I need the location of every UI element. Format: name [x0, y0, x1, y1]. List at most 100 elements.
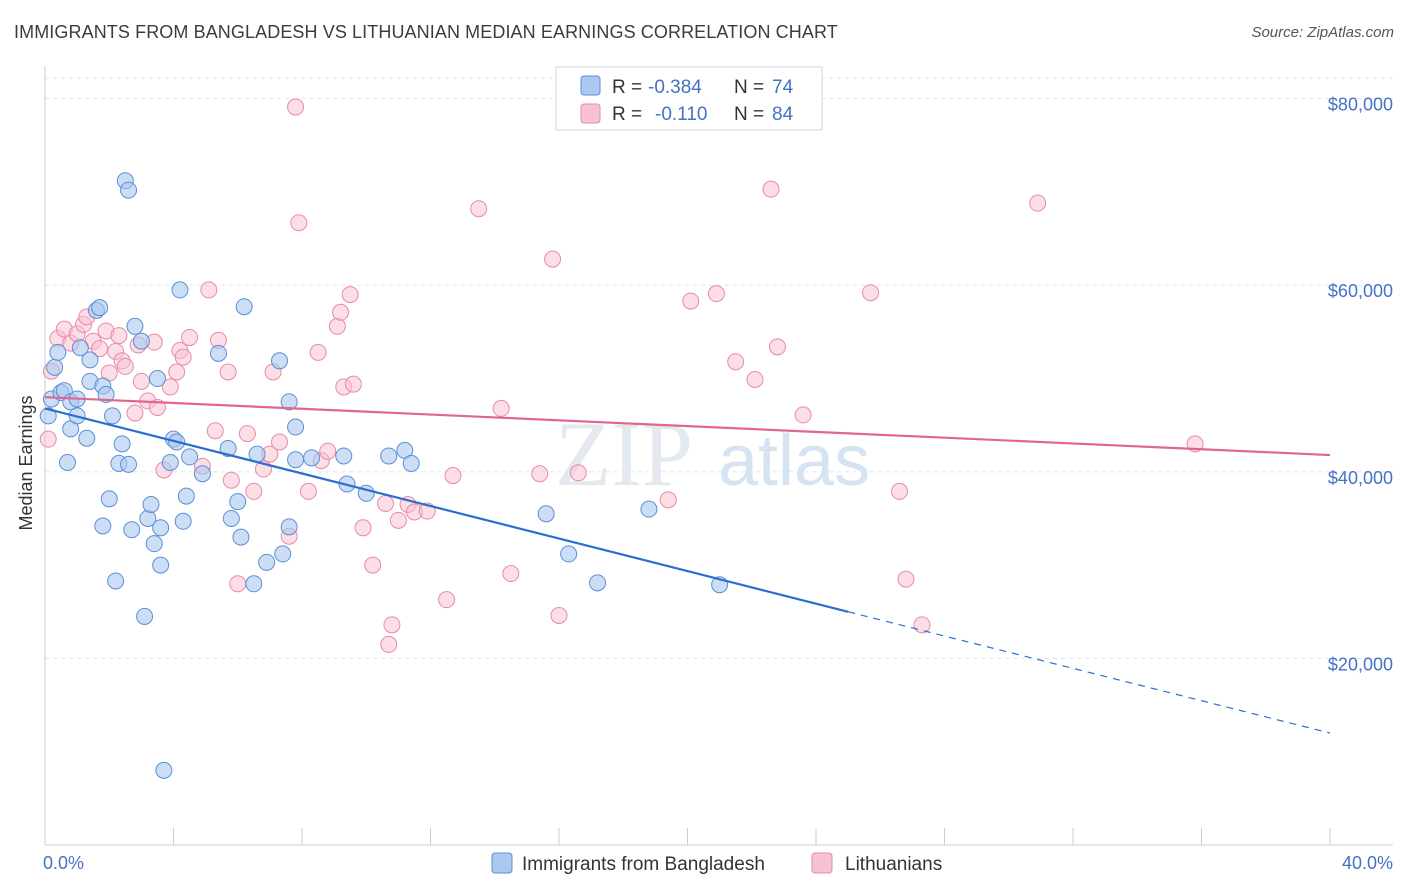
point-lithuanians [332, 303, 350, 321]
point-bangladesh [148, 370, 166, 388]
point-bangladesh [209, 344, 227, 362]
point-lithuanians [531, 465, 549, 483]
point-lithuanians [569, 464, 587, 482]
source-label: Source: ZipAtlas.com [1251, 24, 1394, 41]
trend-bangladesh [44, 407, 849, 613]
chart-title: IMMIGRANTS FROM BANGLADESH VS LITHUANIAN… [14, 22, 838, 42]
point-lithuanians [206, 422, 224, 440]
legend-r-label: R = [612, 77, 642, 98]
point-lithuanians [377, 495, 395, 513]
point-lithuanians [328, 317, 346, 335]
point-bangladesh [640, 500, 658, 518]
point-bangladesh [78, 429, 96, 447]
point-lithuanians [181, 328, 199, 346]
point-lithuanians [707, 285, 725, 303]
point-bangladesh [560, 545, 578, 563]
point-lithuanians [229, 575, 247, 593]
point-lithuanians [110, 327, 128, 345]
point-bangladesh [46, 358, 64, 376]
point-bangladesh [161, 454, 179, 471]
legend-swatch-bangladesh [491, 852, 513, 874]
point-lithuanians [913, 616, 931, 634]
point-lithuanians [238, 425, 256, 443]
point-bangladesh [177, 487, 195, 505]
stats-legend: R = -0.384 N = 74 R = -0.110 N = 84 [555, 66, 823, 131]
point-bangladesh [155, 761, 173, 779]
point-lithuanians [290, 214, 308, 232]
point-bangladesh [219, 440, 237, 458]
x-tick-label: 40.0% [1342, 853, 1393, 873]
point-lithuanians [39, 430, 57, 448]
point-bangladesh [245, 575, 263, 593]
point-lithuanians [299, 482, 317, 500]
point-bangladesh [123, 521, 141, 539]
trend-lithuanians [44, 396, 1331, 457]
point-bangladesh [280, 393, 298, 411]
point-bangladesh [380, 447, 398, 465]
point-bangladesh [113, 435, 131, 453]
point-bangladesh [537, 505, 555, 523]
point-bangladesh [49, 343, 67, 361]
point-lithuanians [222, 471, 240, 489]
point-lithuanians [444, 467, 462, 485]
point-lithuanians [245, 482, 263, 500]
point-lithuanians [344, 375, 362, 393]
point-lithuanians [200, 281, 218, 299]
point-lithuanians [492, 399, 510, 417]
point-bangladesh [145, 535, 163, 553]
legend-n-value: 74 [772, 77, 794, 98]
point-bangladesh [303, 449, 321, 467]
point-lithuanians [383, 616, 401, 634]
y-axis-title: Median Earnings [16, 395, 36, 530]
point-lithuanians [762, 180, 780, 198]
point-bangladesh [235, 298, 253, 316]
point-lithuanians [727, 353, 745, 371]
trend-lines [44, 396, 1331, 734]
point-bangladesh [39, 407, 57, 425]
legend-swatch-blue [580, 75, 601, 96]
point-bangladesh [181, 448, 199, 466]
point-lithuanians [271, 433, 289, 451]
point-bangladesh [152, 556, 170, 574]
point-bangladesh [193, 465, 211, 483]
legend-label-lithuanians: Lithuanians [845, 854, 942, 875]
point-lithuanians [1029, 194, 1047, 212]
point-bangladesh [100, 490, 118, 508]
point-lithuanians [319, 442, 337, 460]
point-bangladesh [287, 418, 305, 436]
series-bangladesh [39, 172, 729, 779]
legend-n-label: N = [734, 77, 764, 98]
point-bangladesh [120, 455, 138, 473]
point-bangladesh [335, 447, 353, 465]
y-tick-labels: $20,000 $40,000 $60,000 $80,000 [1328, 95, 1393, 675]
point-lithuanians [132, 372, 150, 390]
legend-r-label: R = [612, 104, 642, 125]
point-lithuanians [659, 491, 677, 509]
point-bangladesh [91, 299, 109, 317]
point-lithuanians [502, 565, 520, 583]
point-lithuanians [168, 363, 186, 381]
y-tick-label: $20,000 [1328, 654, 1393, 674]
legend-r-value: -0.110 [655, 104, 707, 125]
point-lithuanians [550, 607, 568, 624]
point-bangladesh [258, 553, 276, 571]
point-lithuanians [438, 591, 456, 609]
point-bangladesh [152, 519, 170, 537]
y-tick-label: $40,000 [1328, 468, 1393, 488]
watermark: ZIP atlas [555, 403, 870, 505]
legend-r-value: -0.384 [648, 77, 702, 98]
point-bangladesh [589, 574, 607, 592]
point-bangladesh [107, 572, 125, 590]
gridlines [45, 77, 1393, 659]
trend-bangladesh-extension [847, 611, 1331, 734]
legend-swatch-lithuanians [811, 852, 833, 874]
point-bangladesh [174, 512, 192, 530]
point-lithuanians [794, 406, 812, 424]
point-bangladesh [81, 351, 99, 369]
series-lithuanians [39, 98, 1204, 653]
point-lithuanians [389, 511, 407, 529]
watermark-zip: ZIP [555, 403, 693, 505]
point-lithuanians [682, 292, 700, 310]
point-bangladesh [136, 607, 154, 625]
